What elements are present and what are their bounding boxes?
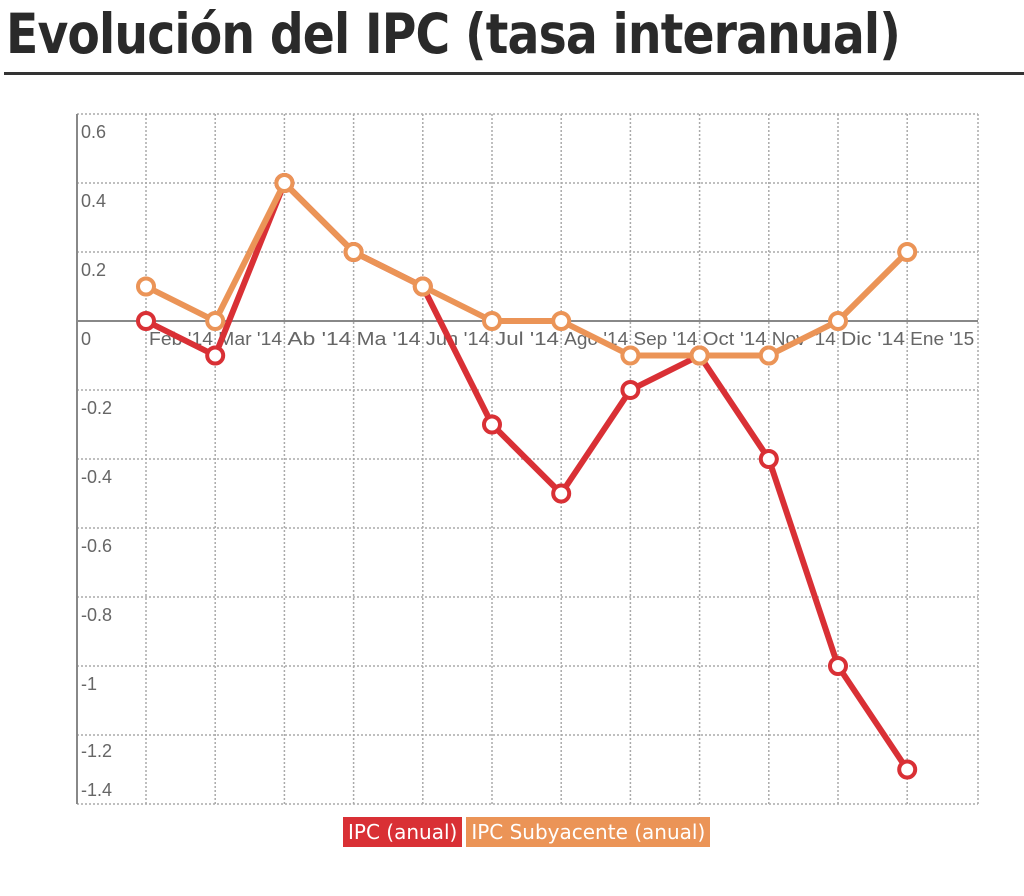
- series-line-1: [143, 180, 911, 359]
- y-tick-label: -0.6: [81, 536, 112, 556]
- data-point: [136, 311, 156, 331]
- y-tick-label: -0.2: [81, 398, 112, 418]
- legend-item-ipc[interactable]: IPC (anual): [343, 817, 463, 847]
- y-tick-label: 0.6: [81, 122, 106, 142]
- y-tick-label: 0.4: [81, 191, 106, 211]
- data-point: [343, 242, 364, 262]
- data-point: [758, 345, 779, 366]
- data-point: [620, 345, 641, 366]
- x-tick-label: Dic '14: [841, 329, 905, 349]
- data-point: [551, 483, 572, 504]
- data-point: [551, 311, 572, 331]
- x-tick-label: Sep '14: [633, 329, 697, 349]
- data-point: [828, 311, 848, 331]
- x-tick-label: Ene '15: [910, 329, 974, 349]
- x-tick-label: Ma '14: [357, 329, 421, 349]
- data-point: [482, 311, 502, 331]
- y-tick-label: -1.4: [81, 780, 112, 800]
- title-underline: [4, 72, 1024, 75]
- y-tick-label: 0: [81, 329, 91, 349]
- x-tick-label: Ab '14: [287, 329, 351, 349]
- x-tick-label: Jun '14: [426, 329, 490, 349]
- chart-title: Evolución del IPC (tasa interanual): [6, 2, 901, 66]
- y-tick-label: -0.4: [81, 467, 112, 487]
- legend: IPC (anual) IPC Subyacente (anual): [343, 817, 711, 847]
- data-point: [205, 345, 226, 366]
- x-tick-label: Oct '14: [703, 329, 767, 349]
- x-tick-label: Jul '14: [495, 329, 559, 349]
- data-point: [412, 276, 433, 297]
- data-point: [689, 345, 710, 366]
- x-tick-label: Mar '14: [218, 329, 282, 349]
- data-point: [897, 242, 918, 262]
- data-point: [274, 173, 295, 193]
- data-point: [620, 380, 641, 400]
- data-point: [136, 276, 156, 297]
- series-line-0: [143, 180, 911, 773]
- y-tick-label: -1: [81, 674, 97, 694]
- y-tick-label: -0.8: [81, 605, 112, 625]
- data-point: [758, 449, 779, 469]
- legend-item-ipc-subyacente[interactable]: IPC Subyacente (anual): [466, 817, 711, 847]
- y-tick-label: 0.2: [81, 260, 106, 280]
- y-tick-label: -1.2: [81, 741, 112, 761]
- data-point: [828, 656, 848, 676]
- data-point: [205, 311, 226, 331]
- data-point: [897, 759, 918, 780]
- data-point: [482, 414, 502, 435]
